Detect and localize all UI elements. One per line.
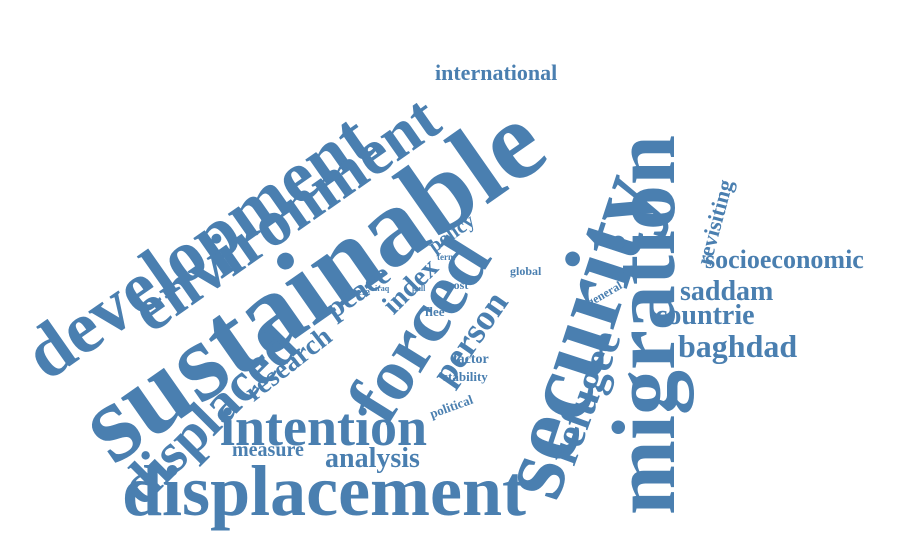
word-displacement: displacement [122,451,526,531]
word-political: political [427,391,475,422]
word-article: article [340,286,370,298]
word-global: global [510,264,542,278]
word-term: term [437,252,456,262]
word-factor: factor [453,352,489,367]
word-baghdad: baghdad [678,328,798,364]
word-saddam: saddam [680,276,774,307]
word-iraq: iraq [375,284,390,293]
word-intention: intention [220,397,428,457]
word-measure: measure [232,439,304,461]
word-socioeconomic: socioeconomic [705,245,864,274]
word-analysis: analysis [325,443,420,474]
word-pull: pull [412,284,426,293]
word-international: international [435,60,558,85]
word-flee: flee [425,304,445,319]
word-post: post [447,278,469,292]
word-countrie: countrie [655,300,755,331]
word-stability: stability [443,369,488,384]
